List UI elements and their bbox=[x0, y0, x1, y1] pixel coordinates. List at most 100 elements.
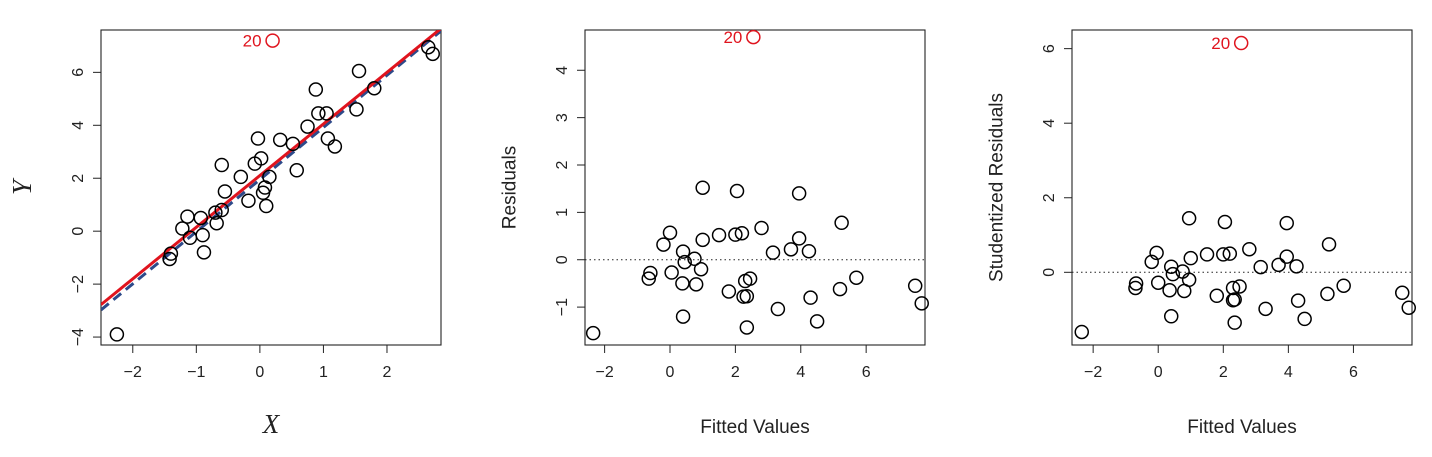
data-point bbox=[319, 106, 334, 121]
data-point bbox=[1289, 259, 1304, 274]
x-axis-title: X bbox=[262, 409, 281, 439]
outlier-point bbox=[265, 33, 280, 48]
x-tick-label: −2 bbox=[124, 364, 142, 381]
data-point bbox=[662, 225, 678, 240]
data-point bbox=[677, 254, 692, 270]
data-point bbox=[739, 320, 755, 335]
data-point bbox=[770, 301, 786, 317]
x-tick-label: 4 bbox=[796, 364, 805, 381]
data-point bbox=[327, 139, 343, 154]
data-point bbox=[693, 261, 709, 277]
data-point bbox=[754, 220, 769, 236]
y-tick-label: −2 bbox=[70, 275, 87, 293]
data-point bbox=[1216, 247, 1231, 262]
data-point bbox=[1199, 247, 1215, 262]
data-point bbox=[253, 151, 269, 166]
x-tick-label: 6 bbox=[862, 364, 871, 381]
data-point bbox=[664, 265, 679, 280]
x-axis-title: Fitted Values bbox=[1187, 417, 1296, 438]
data-point bbox=[308, 82, 324, 97]
data-point bbox=[687, 251, 702, 267]
least-squares-fit-line bbox=[101, 30, 441, 306]
data-point bbox=[907, 278, 923, 294]
data-point bbox=[1222, 246, 1238, 261]
y-tick-label: 2 bbox=[70, 174, 87, 183]
data-point bbox=[832, 281, 848, 297]
x-tick-label: 0 bbox=[255, 364, 264, 381]
data-point bbox=[1232, 279, 1247, 294]
y-tick-label: 3 bbox=[554, 113, 571, 122]
data-point bbox=[675, 244, 691, 259]
x-tick-label: 6 bbox=[1349, 364, 1358, 381]
data-point bbox=[791, 231, 807, 246]
data-point bbox=[1181, 211, 1197, 226]
data-point bbox=[675, 276, 690, 291]
data-point bbox=[1217, 214, 1233, 230]
y-axis-title: Residuals bbox=[500, 146, 521, 229]
data-point bbox=[783, 242, 799, 257]
fit-lines bbox=[101, 30, 441, 312]
data-point bbox=[739, 288, 755, 304]
data-point bbox=[1225, 280, 1241, 296]
data-point bbox=[1320, 286, 1335, 302]
plot-frame bbox=[100, 29, 442, 346]
data-point bbox=[1227, 315, 1242, 330]
data-point bbox=[729, 183, 745, 199]
y-tick-label: −1 bbox=[554, 298, 571, 316]
data-point bbox=[765, 245, 781, 260]
x-tick-label: 4 bbox=[1284, 364, 1293, 381]
data-point bbox=[1144, 254, 1159, 270]
y-tick-label: 1 bbox=[554, 208, 571, 217]
data-point bbox=[349, 102, 364, 117]
data-point bbox=[656, 237, 671, 252]
data-point bbox=[208, 205, 223, 220]
data-point bbox=[351, 63, 367, 79]
data-point bbox=[1162, 282, 1177, 298]
data-point bbox=[1336, 278, 1351, 293]
data-point bbox=[214, 202, 229, 218]
data-point bbox=[688, 277, 704, 292]
least-squares-dashed-line bbox=[101, 30, 441, 312]
data-point bbox=[1401, 300, 1416, 315]
y-tick-label: 4 bbox=[1041, 119, 1058, 128]
x-tick-label: 2 bbox=[1219, 364, 1228, 381]
data-point bbox=[585, 325, 601, 341]
data-point bbox=[1165, 266, 1181, 282]
y-tick-label: 4 bbox=[554, 66, 571, 75]
outlier-point bbox=[1233, 35, 1249, 51]
y-tick-label: 0 bbox=[70, 227, 87, 236]
data-point bbox=[195, 227, 210, 243]
data-point bbox=[1128, 280, 1143, 296]
x-axis-title: Fitted Values bbox=[700, 417, 809, 438]
data-point bbox=[1258, 301, 1273, 317]
y-axis-title: Studentized Residuals bbox=[987, 93, 1008, 282]
plot-frame bbox=[1071, 29, 1413, 346]
data-point bbox=[675, 309, 691, 324]
data-point bbox=[1279, 249, 1294, 264]
data-point bbox=[180, 209, 195, 224]
data-point bbox=[695, 180, 710, 195]
y-tick-label: 0 bbox=[554, 255, 571, 264]
data-point bbox=[728, 227, 743, 242]
y-tick-label: 0 bbox=[1041, 268, 1058, 277]
data-point bbox=[849, 270, 864, 285]
data-point bbox=[1209, 288, 1225, 304]
data-point bbox=[1242, 241, 1257, 257]
data-point bbox=[163, 246, 179, 261]
outlier-label: 20 bbox=[1211, 34, 1230, 53]
data-point bbox=[1271, 257, 1286, 273]
y-tick-label: 2 bbox=[1041, 193, 1058, 202]
data-point bbox=[1183, 250, 1199, 266]
data-point bbox=[914, 296, 929, 311]
x-tick-label: 0 bbox=[666, 364, 675, 381]
panel-2: −2 0 2 4 6 −1 0 1 2 3 4 Fitted Values Residuals 20 bbox=[500, 28, 929, 438]
y-axis-title: Y bbox=[7, 177, 37, 195]
panel-1: −2 −1 0 1 2 −4 −2 0 2 4 6 X Y 20 bbox=[7, 29, 442, 439]
data-point bbox=[367, 80, 382, 96]
data-point bbox=[1149, 245, 1164, 261]
data-point bbox=[791, 186, 807, 201]
x-tick-label: 2 bbox=[731, 364, 740, 381]
data-point bbox=[834, 215, 849, 231]
data-point bbox=[1279, 215, 1294, 231]
